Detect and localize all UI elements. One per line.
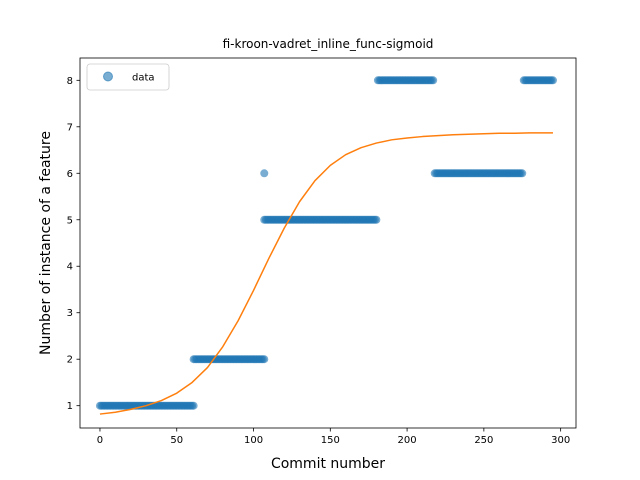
x-tick-label: 300 (551, 435, 570, 446)
data-point (372, 215, 381, 224)
legend-box (86, 63, 170, 91)
y-tick-label: 5 (67, 215, 73, 226)
y-tick-label: 1 (67, 401, 73, 412)
x-tick-label: 200 (398, 435, 417, 446)
y-tick-label: 2 (67, 355, 73, 366)
y-axis-label: Number of instance of a feature (38, 131, 54, 355)
x-axis: 0 50 100 150 200 250 300 (97, 428, 570, 446)
legend-marker-data (103, 71, 113, 82)
fit-layer (99, 132, 553, 415)
chart-title: fi-kroon-vadret_inline_func-sigmoid (223, 37, 434, 51)
y-axis: 1 2 3 4 5 6 7 8 (67, 76, 80, 412)
data-point (260, 355, 269, 364)
y-tick-label: 4 (67, 262, 73, 273)
x-tick-label: 100 (244, 435, 263, 446)
legend-label-data: data (132, 73, 155, 84)
x-tick-label: 50 (170, 435, 183, 446)
data-point (518, 169, 527, 178)
axes-frame (79, 57, 577, 429)
x-tick-label: 250 (474, 435, 493, 446)
data-point (260, 169, 269, 178)
data-layer (95, 76, 557, 410)
x-tick-label: 0 (97, 435, 103, 446)
y-tick-label: 8 (67, 76, 73, 87)
fit-line (99, 132, 553, 415)
legend: data (86, 63, 170, 91)
x-tick-label: 150 (321, 435, 340, 446)
data-point (548, 76, 557, 85)
data-point (189, 401, 198, 410)
x-axis-label: Commit number (271, 456, 385, 472)
data-point (429, 76, 438, 85)
y-tick-label: 3 (67, 308, 73, 319)
y-tick-label: 6 (67, 169, 73, 180)
y-tick-label: 7 (67, 122, 73, 133)
